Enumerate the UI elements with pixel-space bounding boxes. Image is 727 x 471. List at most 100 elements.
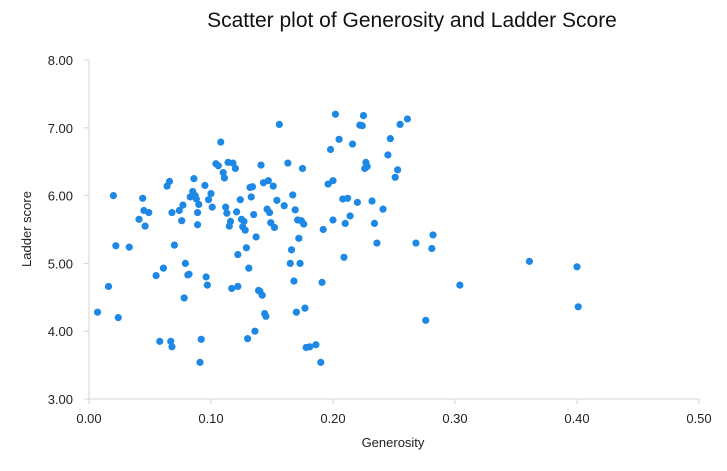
- data-point: [125, 243, 133, 251]
- data-point: [251, 327, 259, 335]
- data-point: [181, 259, 189, 267]
- x-tick-label: 0.00: [76, 411, 101, 426]
- x-tick-label: 0.40: [564, 411, 589, 426]
- data-point: [168, 343, 176, 351]
- data-point: [358, 122, 366, 130]
- data-point: [104, 282, 113, 291]
- data-point: [331, 110, 340, 118]
- y-axis-label: Ladder score: [19, 191, 34, 267]
- data-point: [394, 166, 402, 174]
- data-point: [141, 222, 149, 230]
- data-point: [248, 183, 257, 191]
- data-point: [348, 140, 357, 148]
- data-point: [241, 226, 249, 234]
- data-point: [240, 217, 248, 225]
- data-point: [207, 189, 215, 198]
- data-point: [247, 193, 255, 201]
- data-point: [346, 212, 354, 220]
- data-point: [204, 196, 213, 204]
- data-point: [289, 191, 297, 199]
- data-point: [233, 208, 241, 216]
- data-point: [190, 175, 198, 183]
- data-point: [229, 159, 237, 167]
- data-point: [202, 273, 210, 281]
- data-point: [456, 281, 464, 289]
- data-point: [244, 335, 252, 343]
- data-point: [201, 181, 209, 190]
- data-point: [269, 182, 277, 190]
- data-point: [258, 291, 266, 299]
- data-point: [196, 358, 204, 366]
- data-point: [179, 201, 187, 209]
- data-point: [114, 314, 122, 322]
- data-point: [391, 173, 399, 181]
- data-point: [574, 303, 582, 311]
- data-point: [197, 335, 205, 343]
- data-points: [93, 110, 582, 366]
- data-point: [319, 225, 327, 234]
- data-point: [112, 242, 120, 250]
- data-point: [353, 198, 361, 206]
- data-point: [286, 259, 294, 267]
- data-point: [428, 244, 436, 253]
- y-tick-label: 6.00: [48, 189, 73, 204]
- data-point: [192, 195, 200, 203]
- data-point: [175, 206, 183, 215]
- data-point: [222, 203, 230, 211]
- data-point: [245, 264, 253, 272]
- data-point: [344, 194, 352, 202]
- data-point: [300, 220, 308, 228]
- y-tick-label: 7.00: [48, 121, 73, 136]
- data-point: [265, 208, 274, 217]
- data-point: [298, 164, 307, 173]
- data-point: [250, 210, 258, 219]
- data-point: [386, 135, 394, 143]
- data-point: [306, 343, 314, 351]
- data-point: [195, 200, 203, 209]
- data-point: [257, 161, 265, 169]
- data-point: [290, 277, 298, 285]
- data-point: [234, 282, 242, 291]
- data-point: [236, 196, 244, 204]
- data-point: [359, 111, 368, 120]
- data-point: [262, 312, 270, 320]
- data-point: [368, 197, 376, 205]
- data-point: [168, 208, 176, 217]
- data-point: [145, 208, 153, 217]
- y-tick-label: 5.00: [48, 256, 73, 271]
- data-point: [231, 164, 239, 173]
- data-point: [273, 196, 281, 204]
- y-tick-label: 8.00: [48, 53, 73, 68]
- axes: 3.00 4.00 5.00 6.00 7.00 8.00 0.00 0.10 0.20 0.30…: [48, 53, 712, 426]
- data-point: [329, 216, 337, 224]
- data-point: [312, 341, 320, 349]
- data-point: [156, 337, 164, 345]
- data-point: [275, 120, 283, 129]
- data-point: [363, 162, 371, 171]
- data-point: [379, 205, 387, 213]
- data-point: [242, 244, 250, 252]
- data-point: [170, 241, 178, 249]
- data-point: [270, 223, 279, 232]
- data-point: [370, 219, 379, 227]
- data-point: [317, 358, 325, 366]
- data-point: [525, 257, 534, 265]
- data-point: [219, 168, 227, 177]
- data-point: [185, 270, 193, 278]
- data-point: [223, 209, 231, 217]
- data-point: [135, 215, 143, 223]
- data-point: [165, 177, 174, 185]
- data-point: [252, 233, 260, 241]
- data-point: [180, 294, 188, 302]
- data-point: [280, 202, 288, 210]
- data-point: [422, 316, 430, 324]
- x-tick-label: 0.20: [320, 411, 345, 426]
- data-point: [228, 284, 236, 293]
- data-point: [139, 194, 147, 202]
- data-point: [214, 162, 222, 170]
- data-point: [159, 264, 168, 272]
- data-point: [412, 239, 420, 247]
- data-point: [178, 217, 186, 225]
- data-point: [301, 304, 309, 312]
